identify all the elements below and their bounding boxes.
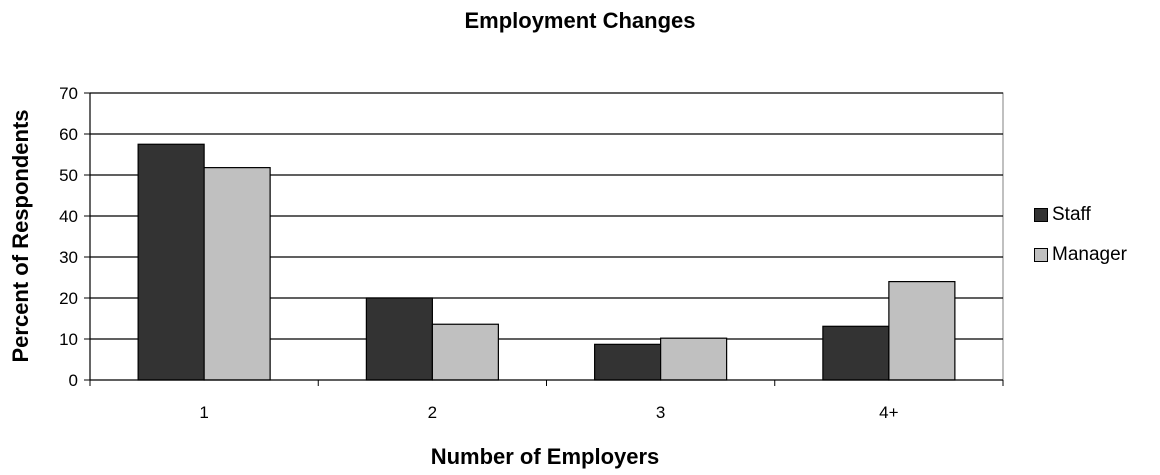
legend-item-staff: Staff — [1034, 204, 1127, 225]
bar-staff-2 — [365, 297, 433, 381]
legend-item-manager: Manager — [1034, 244, 1127, 265]
bar-staff-4+ — [822, 325, 890, 381]
y-tick-label: 70 — [59, 84, 78, 103]
bar-manager-1 — [203, 167, 271, 381]
x-tick-label: 3 — [656, 403, 665, 422]
x-tick-label: 4+ — [879, 403, 898, 422]
y-tick-label: 30 — [59, 248, 78, 267]
y-tick-label: 50 — [59, 166, 78, 185]
axes — [84, 92, 1004, 386]
bars — [137, 143, 956, 381]
bar-staff-1 — [137, 143, 205, 381]
x-axis-label: Number of Employers — [431, 444, 660, 469]
bar-staff-3 — [594, 343, 662, 381]
legend-label-staff: Staff — [1052, 204, 1091, 225]
legend-label-manager: Manager — [1052, 244, 1127, 265]
y-tick-label: 20 — [59, 289, 78, 308]
bar-manager-4+ — [888, 281, 956, 381]
x-tick-label: 2 — [428, 403, 437, 422]
chart-title: Employment Changes — [464, 8, 696, 33]
x-tick-label: 1 — [199, 403, 208, 422]
legend-swatch-manager — [1034, 248, 1048, 262]
bar-manager-2 — [431, 323, 499, 381]
y-tick-label: 40 — [59, 207, 78, 226]
legend: Staff Manager — [1034, 204, 1127, 285]
y-tick-label: 60 — [59, 125, 78, 144]
y-tick-label: 10 — [59, 330, 78, 349]
tick-labels: 0 10 20 30 40 50 60 70 1 2 3 4+ — [59, 84, 899, 422]
y-tick-label: 0 — [69, 371, 78, 390]
legend-swatch-staff — [1034, 208, 1048, 222]
y-axis-label: Percent of Respondents — [8, 109, 33, 362]
bar-manager-3 — [660, 337, 728, 381]
